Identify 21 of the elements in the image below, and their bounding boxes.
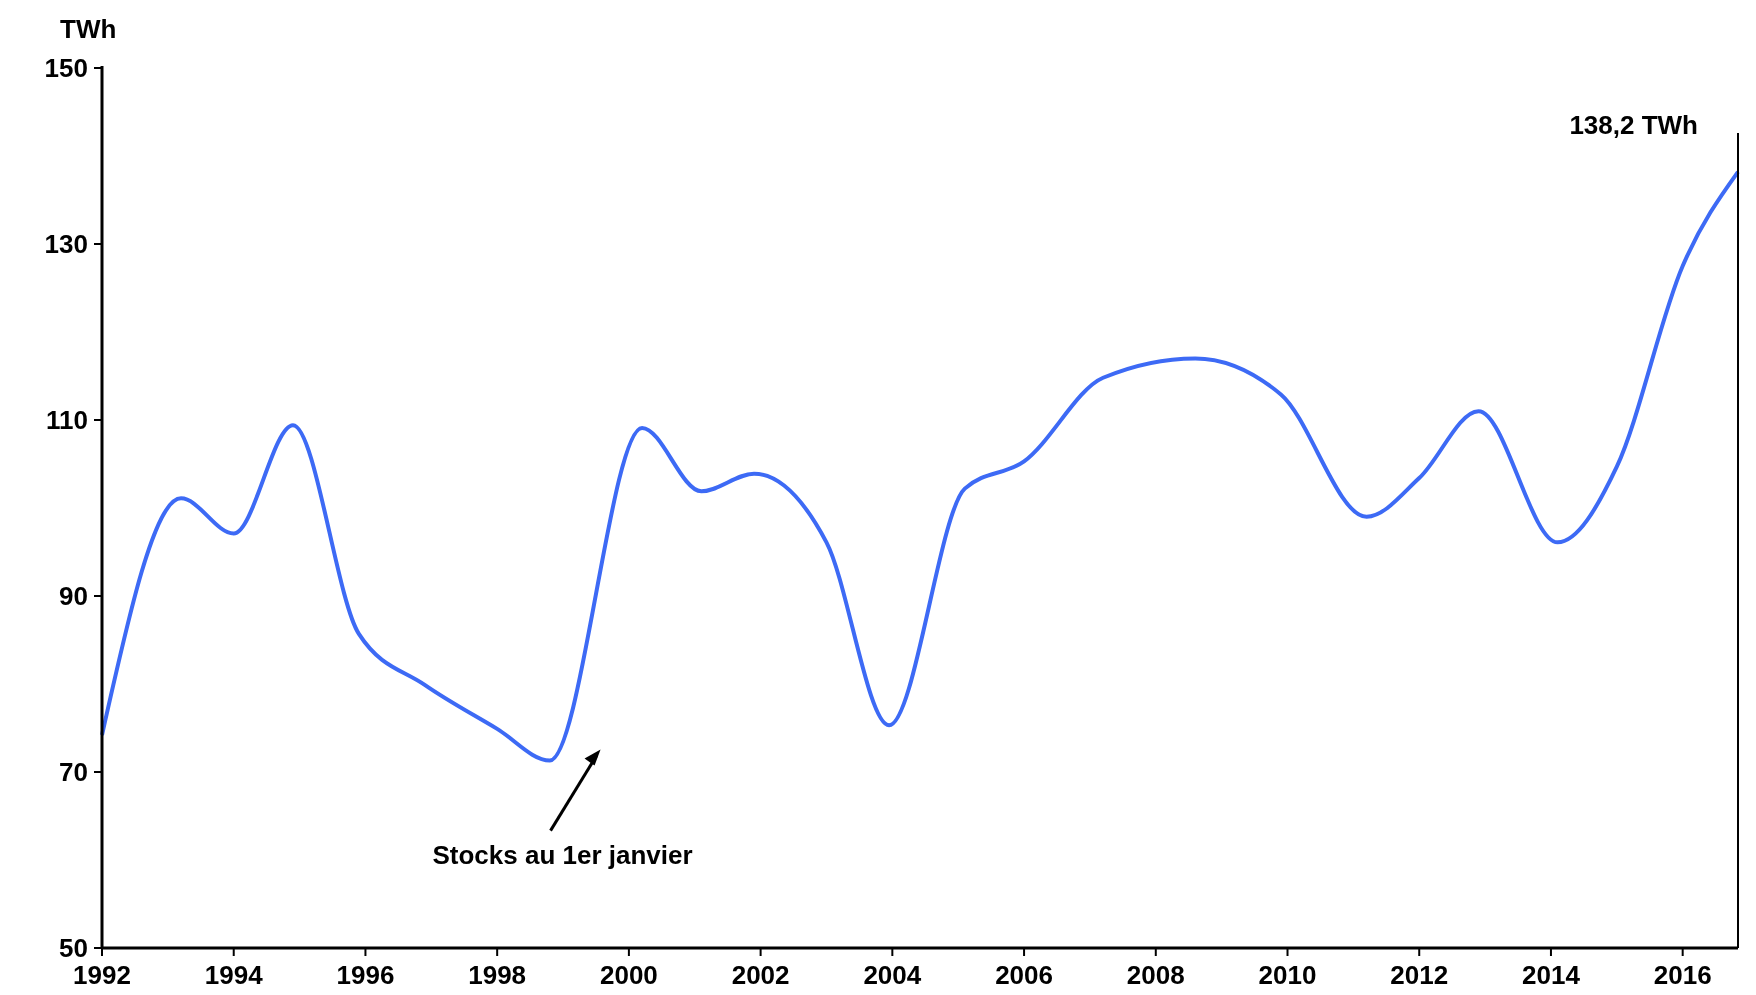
y-tick-label: 70 [59,757,88,788]
x-tick-label: 2006 [995,960,1053,990]
x-tick-label: 1998 [468,960,527,990]
x-tick-label: 2008 [1126,960,1185,990]
x-tick-label: 1996 [336,960,395,990]
line-series [100,169,1740,763]
y-tick-label: 150 [44,53,88,84]
x-tick-label: 2014 [1522,960,1581,990]
y-tick-label: 90 [59,581,88,612]
y-tick-label: 110 [46,405,88,436]
annotation: Stocks au 1er janvier [432,839,693,870]
x-tick-label: 1994 [204,960,264,990]
x-tick-label: 2016 [1653,960,1712,990]
x-tick-label: 2012 [1390,960,1449,990]
x-tick-label: 2002 [731,960,790,990]
x-tick-label: 2010 [1258,960,1317,990]
annotation: 138,2 TWh [1569,109,1698,140]
y-tick-label: 130 [44,229,88,260]
x-tick-label: 2000 [599,960,658,990]
x-tick-label: 2004 [863,960,922,990]
y-axis-title: TWh [60,14,117,44]
